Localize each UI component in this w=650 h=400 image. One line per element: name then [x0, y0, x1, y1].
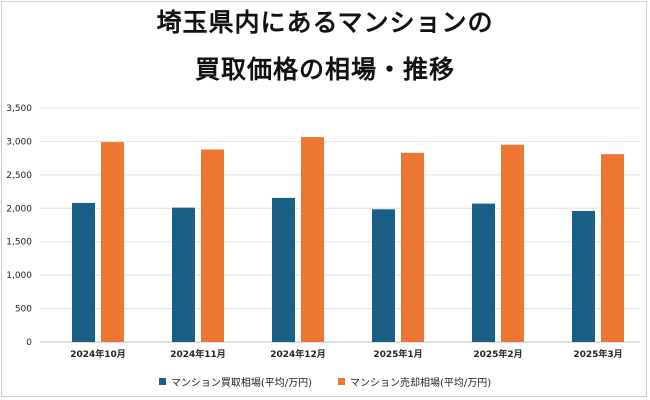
bar-purchase	[372, 209, 395, 342]
bar-purchase	[572, 210, 595, 342]
legend-item-purchase: マンション買取相場(平均/万円)	[158, 374, 312, 389]
legend-label-purchase: マンション買取相場(平均/万円)	[170, 378, 312, 389]
bar-purchase	[172, 207, 195, 342]
bar-sale	[301, 137, 324, 342]
legend-swatch-purchase	[158, 378, 166, 385]
y-tick-label: 2,000	[6, 204, 32, 214]
legend: マンション買取相場(平均/万円) マンション売却相場(平均/万円)	[0, 374, 650, 389]
bar-purchase	[472, 203, 495, 342]
x-category-label: 2025年1月	[373, 348, 422, 360]
bar-purchase	[72, 202, 95, 342]
x-category-label: 2024年10月	[70, 348, 126, 360]
y-tick-label: 3,500	[6, 104, 32, 114]
chart-title-line-1: 埼玉県内にあるマンションの	[156, 8, 494, 37]
legend-item-sale: マンション売却相場(平均/万円)	[338, 374, 491, 389]
bar-sale	[401, 152, 424, 342]
y-axis-ticks: 0 500 1,000 1,500 2,000 2,500 3,000 3,500	[6, 104, 32, 348]
bar-sale	[601, 154, 624, 342]
bar-sale	[201, 149, 224, 342]
x-category-label: 2024年12月	[270, 348, 326, 360]
x-category-label: 2024年11月	[170, 348, 226, 360]
y-tick-label: 2,500	[6, 171, 32, 181]
chart-title-line-2: 買取価格の相場・推移	[194, 55, 455, 84]
y-tick-label: 0	[26, 338, 32, 348]
x-category-label: 2025年2月	[473, 348, 522, 360]
legend-label-sale: マンション売却相場(平均/万円)	[350, 378, 492, 389]
x-axis-categories: 2024年10月 2024年11月 2024年12月 2025年1月 2025年2月 20…	[70, 348, 622, 360]
legend-swatch-sale	[338, 378, 345, 385]
bars	[72, 137, 624, 342]
x-category-label: 2025年3月	[573, 348, 622, 360]
y-tick-label: 500	[15, 305, 32, 315]
y-tick-label: 3,000	[6, 137, 32, 147]
gridlines	[40, 107, 640, 343]
y-tick-label: 1,500	[6, 238, 32, 248]
bar-purchase	[272, 197, 295, 342]
y-tick-label: 1,000	[6, 271, 32, 281]
bar-sale	[101, 142, 124, 342]
bar-sale	[501, 144, 524, 342]
